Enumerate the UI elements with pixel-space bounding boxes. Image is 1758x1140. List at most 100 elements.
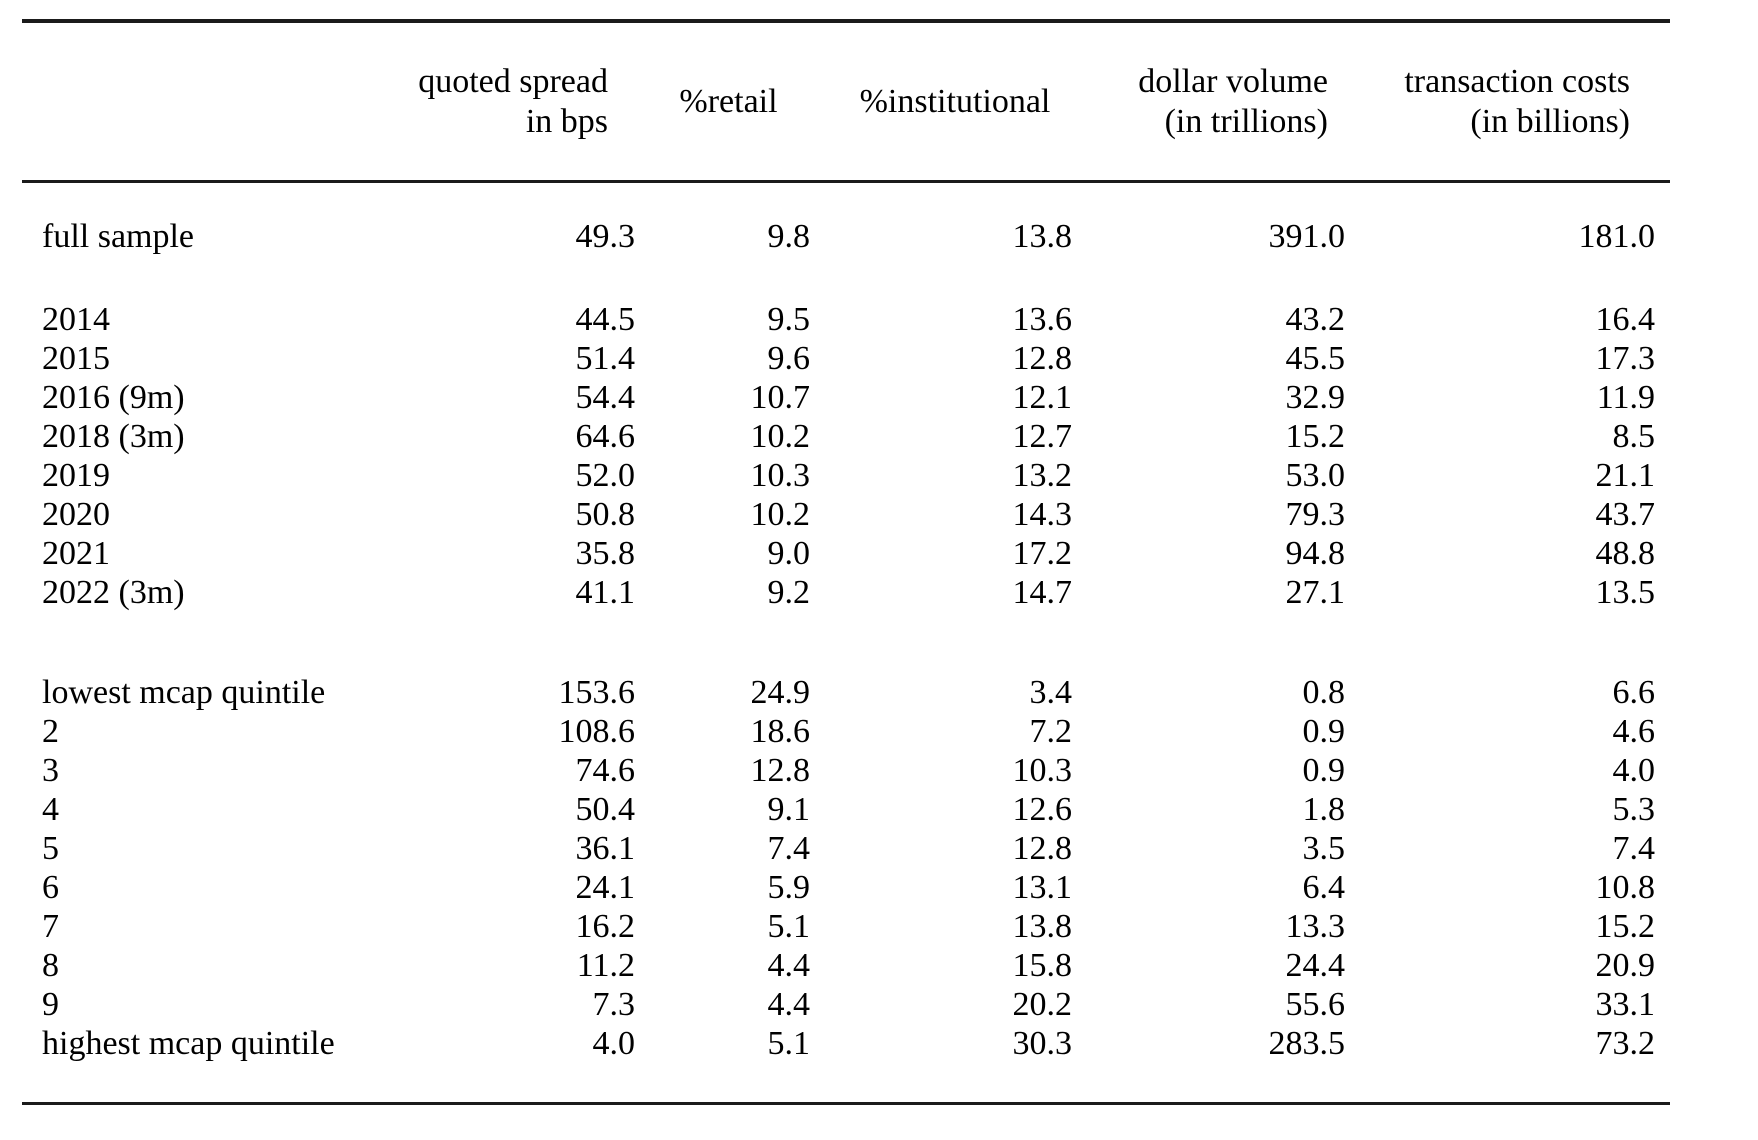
cell-transaction_costs: 7.4: [1612, 830, 1656, 867]
cell-quoted_spread: 108.6: [558, 713, 636, 750]
column-header-quoted_spread: quoted spread in bps: [418, 62, 608, 140]
table-row-full-sample-0: full sample 49.3 9.8 13.8 391.0 181.0: [22, 217, 1670, 256]
cell-pct_institutional: 17.2: [1012, 535, 1073, 572]
table-row-by-year-2: 2016 (9m) 54.4 10.7 12.1 32.9 11.9: [22, 378, 1670, 417]
cell-quoted_spread: 50.8: [575, 496, 636, 533]
row-label: full sample: [42, 218, 195, 255]
table-row-by-year-5: 2020 50.8 10.2 14.3 79.3 43.7: [22, 495, 1670, 534]
column-header-pct_institutional: %institutional: [859, 82, 1051, 120]
row-label: 2018 (3m): [42, 418, 185, 455]
section-spacer: [22, 256, 1670, 300]
table-row-by-mcap-quintile-5: 6 24.1 5.9 13.1 6.4 10.8: [22, 868, 1670, 907]
cell-pct_retail: 10.3: [750, 457, 811, 494]
row-label: 2019: [42, 457, 110, 494]
row-label: 5: [42, 830, 59, 867]
cell-transaction_costs: 5.3: [1612, 791, 1656, 828]
cell-pct_institutional: 13.2: [1012, 457, 1073, 494]
cell-quoted_spread: 24.1: [575, 869, 636, 906]
cell-dollar_volume: 3.5: [1302, 830, 1346, 867]
cell-transaction_costs: 6.6: [1612, 674, 1656, 711]
section-spacer: [22, 183, 1670, 217]
table-row-by-mcap-quintile-8: 9 7.3 4.4 20.2 55.6 33.1: [22, 985, 1670, 1024]
row-label: 3: [42, 752, 59, 789]
row-label: 6: [42, 869, 59, 906]
cell-quoted_spread: 74.6: [575, 752, 636, 789]
row-label: 2020: [42, 496, 110, 533]
cell-transaction_costs: 8.5: [1612, 418, 1656, 455]
table-row-by-year-7: 2022 (3m) 41.1 9.2 14.7 27.1 13.5: [22, 573, 1670, 612]
cell-pct_retail: 9.2: [767, 574, 811, 611]
cell-pct_institutional: 10.3: [1012, 752, 1073, 789]
cell-pct_institutional: 13.8: [1012, 908, 1073, 945]
bottom-spacer: [22, 1063, 1670, 1102]
table-row-by-year-6: 2021 35.8 9.0 17.2 94.8 48.8: [22, 534, 1670, 573]
cell-pct_retail: 10.7: [750, 379, 811, 416]
table-row-by-mcap-quintile-7: 8 11.2 4.4 15.8 24.4 20.9: [22, 946, 1670, 985]
cell-dollar_volume: 0.9: [1302, 752, 1346, 789]
cell-transaction_costs: 73.2: [1595, 1025, 1656, 1062]
cell-dollar_volume: 43.2: [1285, 301, 1346, 338]
cell-pct_institutional: 12.1: [1012, 379, 1073, 416]
cell-pct_institutional: 13.8: [1012, 218, 1073, 255]
cell-pct_institutional: 20.2: [1012, 986, 1073, 1023]
cell-quoted_spread: 16.2: [575, 908, 636, 945]
cell-pct_institutional: 7.2: [1029, 713, 1073, 750]
cell-pct_retail: 5.9: [767, 869, 811, 906]
cell-pct_retail: 24.9: [750, 674, 811, 711]
row-label: 8: [42, 947, 59, 984]
cell-quoted_spread: 7.3: [592, 986, 636, 1023]
cell-dollar_volume: 391.0: [1268, 218, 1346, 255]
cell-transaction_costs: 16.4: [1595, 301, 1656, 338]
table-row-by-mcap-quintile-2: 3 74.6 12.8 10.3 0.9 4.0: [22, 751, 1670, 790]
cell-pct_retail: 12.8: [750, 752, 811, 789]
cell-transaction_costs: 13.5: [1595, 574, 1656, 611]
cell-pct_institutional: 12.8: [1012, 830, 1073, 867]
cell-pct_institutional: 12.6: [1012, 791, 1073, 828]
table-row-by-mcap-quintile-4: 5 36.1 7.4 12.8 3.5 7.4: [22, 829, 1670, 868]
cell-quoted_spread: 50.4: [575, 791, 636, 828]
cell-dollar_volume: 0.8: [1302, 674, 1346, 711]
cell-pct_retail: 5.1: [767, 1025, 811, 1062]
cell-quoted_spread: 4.0: [592, 1025, 636, 1062]
cell-pct_retail: 9.6: [767, 340, 811, 377]
cell-pct_institutional: 12.8: [1012, 340, 1073, 377]
cell-pct_institutional: 14.3: [1012, 496, 1073, 533]
row-label: 2: [42, 713, 59, 750]
row-label: highest mcap quintile: [42, 1025, 335, 1062]
cell-quoted_spread: 36.1: [575, 830, 636, 867]
cell-quoted_spread: 41.1: [575, 574, 636, 611]
cell-dollar_volume: 27.1: [1285, 574, 1346, 611]
row-label: 4: [42, 791, 59, 828]
summary-statistics-table: quoted spread in bps %retail %institutiona…: [22, 19, 1670, 1105]
table-row-by-mcap-quintile-6: 7 16.2 5.1 13.8 13.3 15.2: [22, 907, 1670, 946]
cell-pct_institutional: 15.8: [1012, 947, 1073, 984]
cell-pct_retail: 4.4: [767, 947, 811, 984]
cell-pct_institutional: 30.3: [1012, 1025, 1073, 1062]
cell-quoted_spread: 44.5: [575, 301, 636, 338]
cell-pct_retail: 10.2: [750, 496, 811, 533]
row-label: 7: [42, 908, 59, 945]
cell-pct_retail: 9.1: [767, 791, 811, 828]
section-spacer: [22, 612, 1670, 673]
cell-transaction_costs: 4.0: [1612, 752, 1656, 789]
cell-pct_retail: 9.0: [767, 535, 811, 572]
table-row-by-year-1: 2015 51.4 9.6 12.8 45.5 17.3: [22, 339, 1670, 378]
cell-dollar_volume: 1.8: [1302, 791, 1346, 828]
cell-pct_retail: 4.4: [767, 986, 811, 1023]
table-row-by-year-0: 2014 44.5 9.5 13.6 43.2 16.4: [22, 300, 1670, 339]
cell-pct_retail: 10.2: [750, 418, 811, 455]
cell-pct_institutional: 13.6: [1012, 301, 1073, 338]
cell-transaction_costs: 33.1: [1595, 986, 1656, 1023]
table-row-by-mcap-quintile-1: 2 108.6 18.6 7.2 0.9 4.6: [22, 712, 1670, 751]
cell-transaction_costs: 4.6: [1612, 713, 1656, 750]
cell-pct_retail: 18.6: [750, 713, 811, 750]
cell-dollar_volume: 45.5: [1285, 340, 1346, 377]
cell-pct_retail: 7.4: [767, 830, 811, 867]
cell-dollar_volume: 94.8: [1285, 535, 1346, 572]
row-label: 2014: [42, 301, 110, 338]
cell-dollar_volume: 32.9: [1285, 379, 1346, 416]
table-body: full sample 49.3 9.8 13.8 391.0 181.0 2014 44.5…: [22, 183, 1670, 1102]
cell-transaction_costs: 21.1: [1595, 457, 1656, 494]
cell-quoted_spread: 51.4: [575, 340, 636, 377]
